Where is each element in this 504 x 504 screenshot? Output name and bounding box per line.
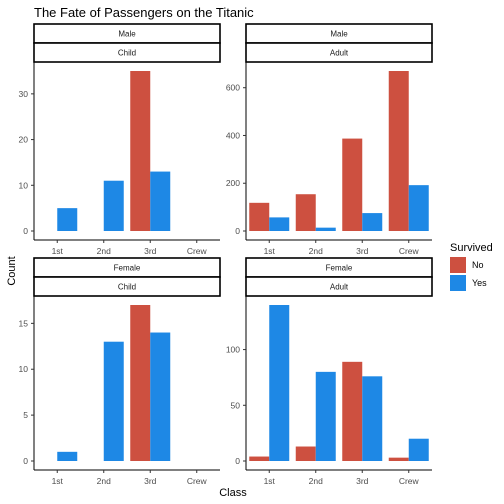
bar-no-2nd (295, 446, 316, 461)
bar-yes-3rd (362, 376, 383, 461)
y-tick-label: 10 (19, 364, 29, 374)
bar-no-crew (388, 71, 409, 231)
y-tick-label: 600 (226, 83, 240, 93)
y-tick-label: 0 (235, 226, 240, 236)
y-tick-label: 10 (19, 180, 29, 190)
facet-strip-label: Adult (330, 283, 349, 292)
bar-yes-1st (57, 208, 78, 231)
facet-strip-label: Adult (330, 49, 349, 58)
x-tick-label: 2nd (97, 246, 111, 256)
bar-yes-crew (408, 185, 429, 231)
x-tick-label: 3rd (144, 246, 157, 256)
bar-yes-3rd (150, 171, 171, 231)
y-tick-label: 0 (23, 226, 28, 236)
bar-no-3rd (130, 305, 151, 461)
y-tick-label: 30 (19, 89, 29, 99)
bar-yes-2nd (315, 371, 336, 461)
facet-panel-3: Female Child 0 5 10 15 1st 2nd 3rd Crew (19, 257, 221, 486)
y-tick-label: 5 (23, 410, 28, 420)
facet-strip-box (33, 42, 221, 63)
y-tick-label: 100 (226, 345, 240, 355)
x-tick-label: 2nd (97, 476, 111, 486)
bar-yes-2nd (103, 341, 124, 461)
x-tick-label: Crew (399, 246, 420, 256)
x-tick-label: 3rd (356, 476, 369, 486)
x-tick-label: 1st (52, 476, 64, 486)
x-tick-label: 1st (52, 246, 64, 256)
legend-label-yes: Yes (472, 278, 487, 288)
x-tick-label: 1st (264, 476, 276, 486)
bar-no-crew (388, 457, 409, 461)
y-tick-label: 0 (235, 456, 240, 466)
bar-no-1st (249, 456, 270, 461)
y-axis-title: Count (6, 256, 18, 285)
legend: Survived No Yes (450, 242, 493, 291)
legend-items: No Yes (450, 257, 487, 291)
x-tick-label: Crew (187, 476, 208, 486)
x-tick-label: 3rd (144, 476, 157, 486)
y-tick-label: 50 (231, 400, 241, 410)
y-tick-label: 400 (226, 130, 240, 140)
legend-swatch-yes (450, 275, 466, 291)
x-tick-label: 2nd (309, 476, 323, 486)
bar-no-3rd (342, 138, 363, 231)
legend-label-no: No (472, 260, 484, 270)
x-tick-label: 2nd (309, 246, 323, 256)
y-tick-label: 20 (19, 135, 29, 145)
bar-no-3rd (342, 361, 363, 461)
bar-yes-2nd (315, 227, 336, 231)
facet-panels: Male Child 0 10 20 30 1st 2nd 3rd Crew Male Adult 0 2… (19, 23, 433, 486)
bar-yes-crew (408, 438, 429, 461)
facet-panel-1: Male Child 0 10 20 30 1st 2nd 3rd Crew (19, 23, 221, 256)
facet-strip-label: Child (118, 49, 136, 58)
bar-yes-1st (57, 451, 78, 461)
facet-strip-box (245, 276, 433, 297)
x-tick-label: Crew (399, 476, 420, 486)
bar-no-3rd (130, 71, 151, 231)
facet-strip-label: Female (114, 264, 141, 273)
x-tick-label: 1st (264, 246, 276, 256)
facet-strip-label: Male (118, 30, 136, 39)
legend-title: Survived (450, 242, 493, 254)
bar-yes-3rd (150, 332, 171, 461)
y-tick-label: 15 (19, 318, 29, 328)
x-tick-label: Crew (187, 246, 208, 256)
chart-title: The Fate of Passengers on the Titanic (34, 5, 254, 20)
facet-strip-label: Child (118, 283, 136, 292)
facet-panel-4: Female Adult 0 50 100 1st 2nd 3rd Crew (226, 257, 433, 486)
bar-no-1st (249, 202, 270, 231)
facet-strip-box (245, 42, 433, 63)
bar-no-2nd (295, 194, 316, 231)
facet-strip-box (33, 276, 221, 297)
y-tick-label: 200 (226, 178, 240, 188)
bar-yes-3rd (362, 213, 383, 231)
bar-yes-1st (269, 217, 290, 231)
y-tick-label: 0 (23, 456, 28, 466)
facet-panel-2: Male Adult 0 200 400 600 1st 2nd 3rd Crew (226, 23, 433, 256)
x-tick-label: 3rd (356, 246, 369, 256)
bar-yes-2nd (103, 180, 124, 231)
legend-swatch-no (450, 257, 466, 273)
facet-strip-label: Female (326, 264, 353, 273)
facet-strip-label: Male (330, 30, 348, 39)
bar-yes-1st (269, 305, 290, 461)
x-axis-title: Class (219, 487, 247, 499)
